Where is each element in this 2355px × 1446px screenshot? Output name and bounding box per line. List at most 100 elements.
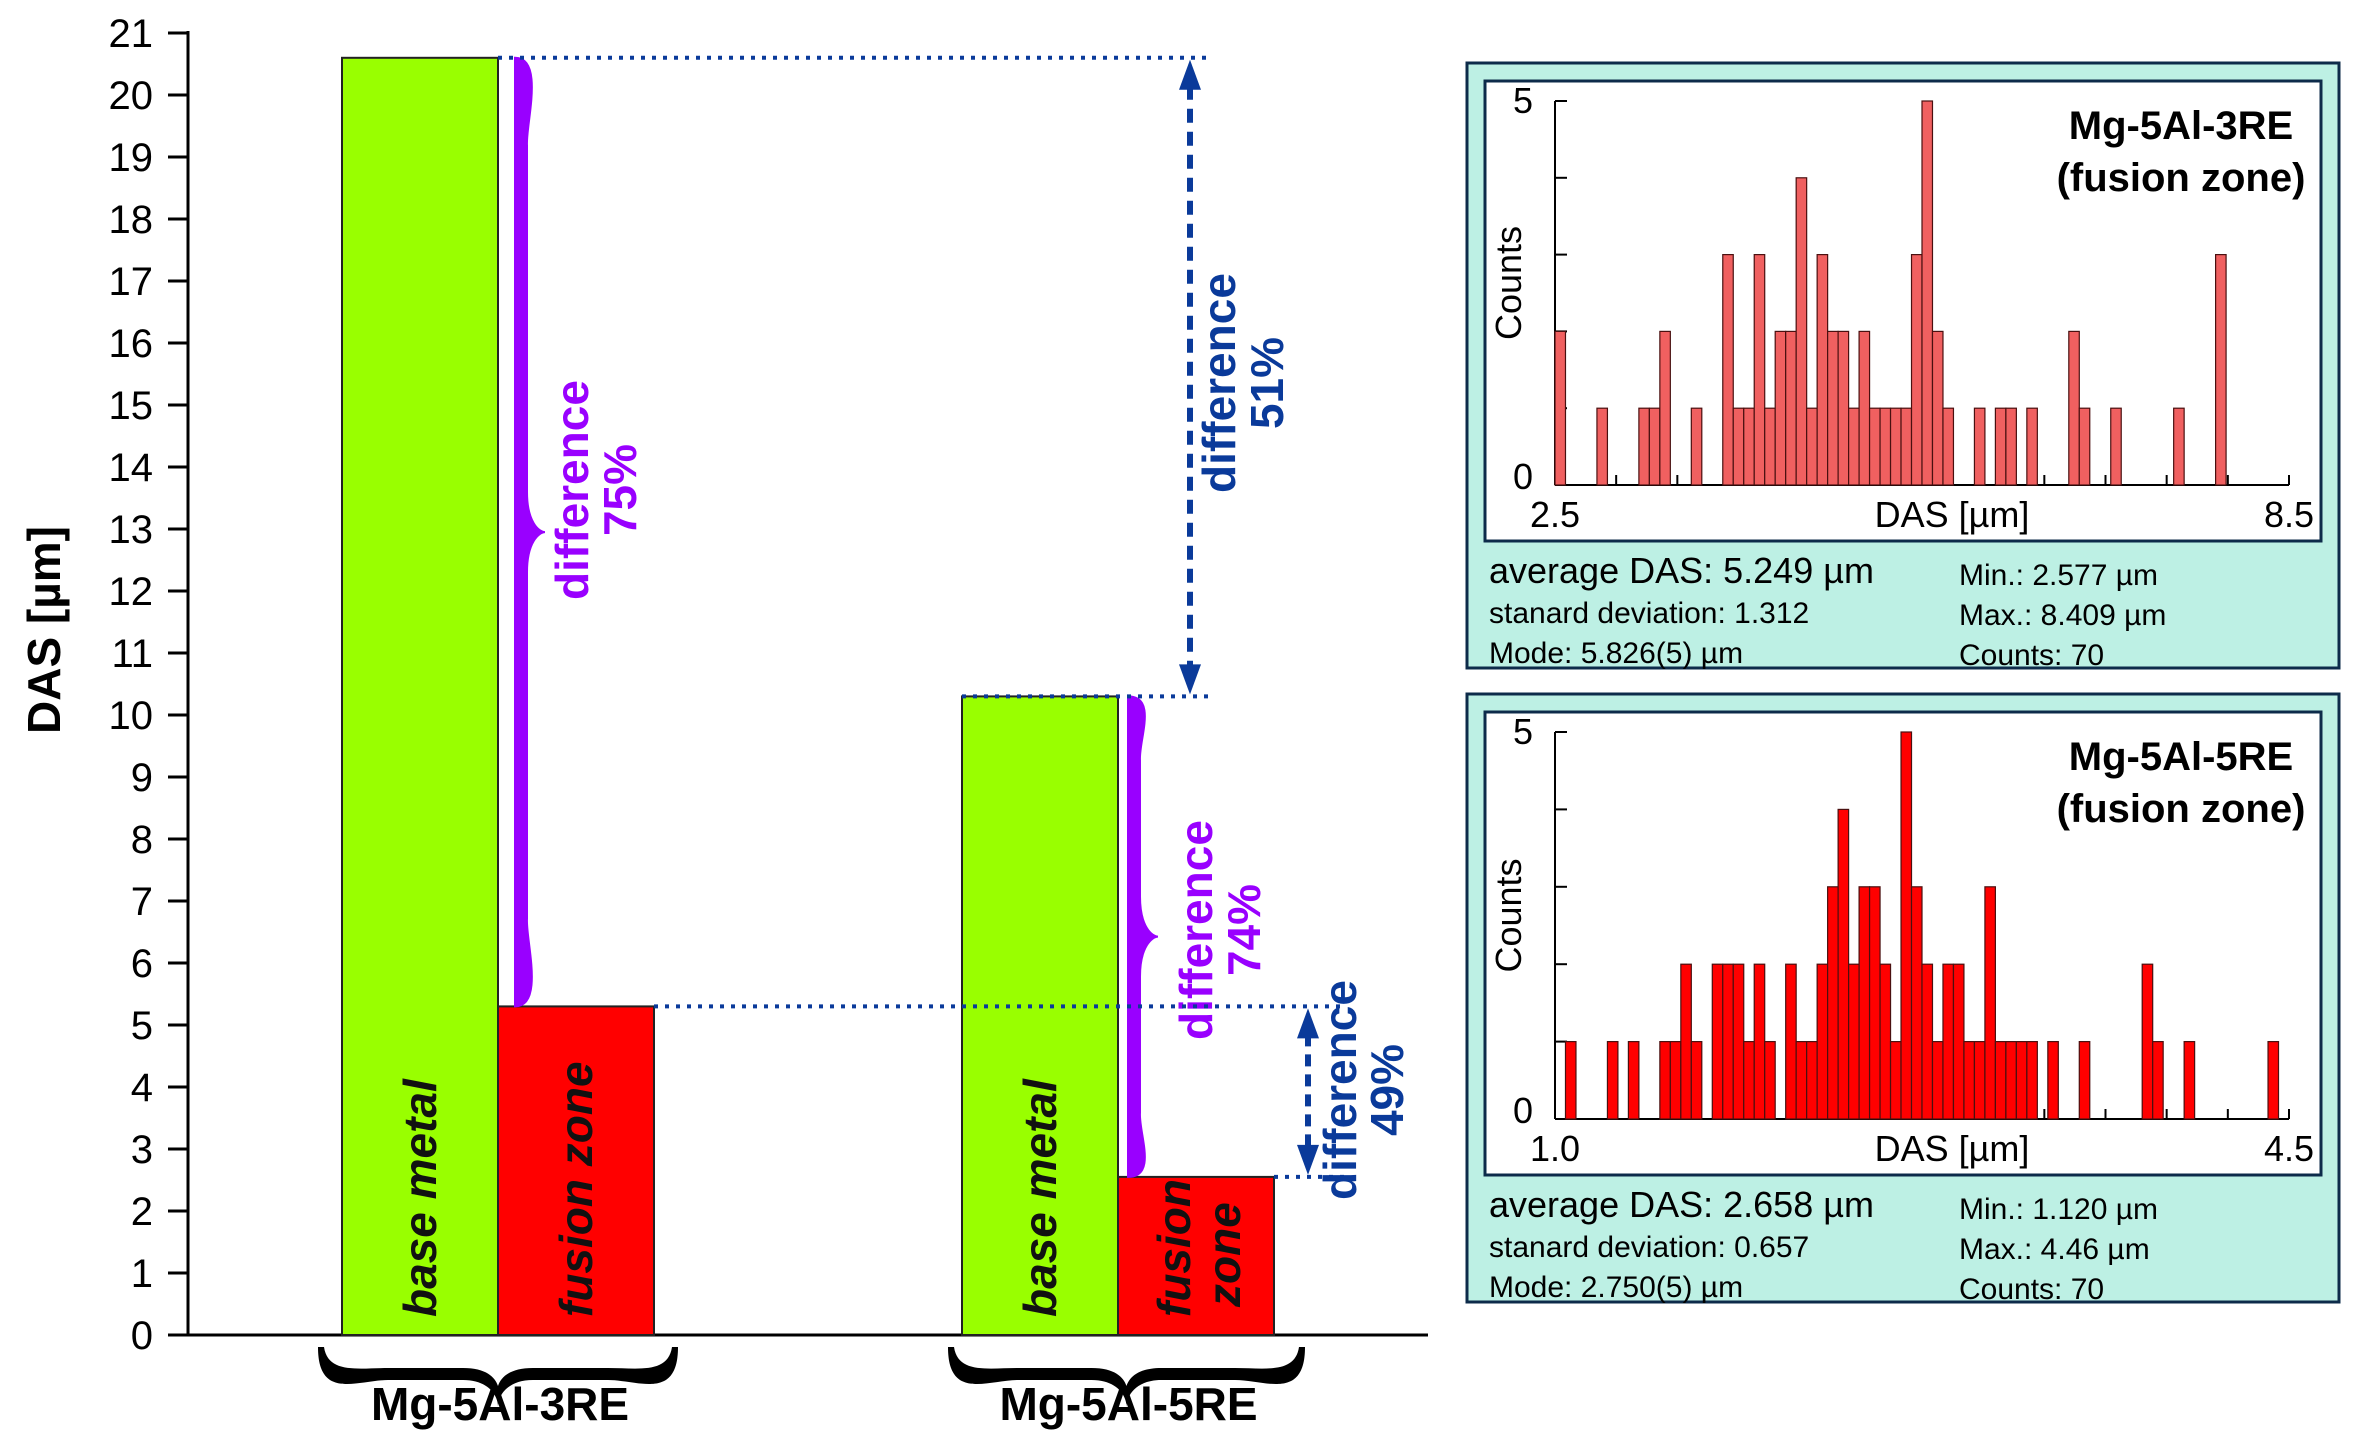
histogram-bar [1963, 1040, 1976, 1120]
histogram-bar [1984, 886, 1997, 1120]
y-tick-label: 15 [109, 384, 154, 428]
histogram-bar [1606, 1040, 1619, 1120]
y-tick-label: 17 [109, 260, 154, 304]
histogram-bar [2267, 1040, 2280, 1120]
histogram-bar [1921, 963, 1934, 1120]
histogram-bar [1774, 330, 1787, 486]
histogram-bar [1638, 407, 1650, 486]
histogram-bar [1764, 1040, 1776, 1120]
histogram-bar [2110, 407, 2122, 486]
arrow-head [1297, 1008, 1319, 1039]
hist-y-axis-label: Counts [1488, 858, 1529, 972]
hist-x-tick-label: 2.5 [1530, 494, 1580, 535]
hist-x-tick-label: 1.0 [1530, 1128, 1580, 1169]
difference-label: difference [546, 380, 598, 600]
hist-x-axis-label: DAS [µm] [1875, 494, 2030, 535]
histogram-bar [2215, 254, 2227, 486]
bar-label: zone [1198, 1202, 1250, 1308]
histogram-bar [1743, 407, 1755, 486]
histogram-bar [1973, 407, 1986, 486]
y-tick-label: 1 [131, 1252, 153, 1296]
histogram-bar [1889, 407, 1902, 486]
histogram-bar [1785, 963, 1797, 1120]
histogram-bar [1816, 254, 1829, 486]
bar-3re-base-metal [341, 56, 499, 1336]
y-tick-label: 8 [131, 818, 153, 862]
histogram-bar [1648, 407, 1661, 486]
stat-max: Max.: 4.46 µm [1959, 1233, 2150, 1266]
histogram-bar [1753, 963, 1766, 1120]
histogram-bar [1743, 1040, 1755, 1120]
histogram-bar [2026, 407, 2038, 486]
histogram-bar [1879, 407, 1892, 486]
stat-max: Max.: 8.409 µm [1959, 599, 2166, 632]
histogram-bar [2068, 330, 2080, 486]
histogram-bar [1942, 407, 1955, 486]
group-label: Mg-5Al-3RE [371, 1378, 629, 1430]
stat-std: stanard deviation: 1.312 [1489, 597, 1809, 630]
histogram-bar [2173, 407, 2185, 486]
stat-average: average DAS: 2.658 µm [1489, 1184, 1874, 1225]
histogram-bar [1554, 330, 1567, 486]
histogram-bar [1827, 886, 1839, 1120]
histogram-bar [1722, 254, 1734, 486]
y-tick-label: 14 [109, 446, 154, 490]
histogram-bar [1722, 963, 1734, 1120]
difference-label: difference [1170, 820, 1222, 1040]
group-label: Mg-5Al-5RE [999, 1378, 1257, 1430]
histogram-bar [1795, 177, 1808, 486]
histogram-bar [1564, 1040, 1577, 1120]
hist-x-tick-label: 8.5 [2264, 494, 2314, 535]
histogram-bar [1795, 1040, 1808, 1120]
difference-label: difference [1193, 273, 1245, 493]
histogram-bar [1973, 1040, 1986, 1120]
group-brace [318, 1347, 678, 1407]
histogram-bar [1732, 407, 1745, 486]
histogram-panel-5re: 5 01.0 4.5 DAS [µm] Counts Mg-5Al-5RE (fusion … [1465, 692, 2341, 1306]
y-tick-label: 13 [109, 508, 154, 552]
histogram-bar [1806, 407, 1818, 486]
difference-value: 51% [1241, 337, 1293, 429]
stat-counts: Counts: 70 [1959, 639, 2104, 672]
arrow-head [1179, 59, 1201, 90]
histogram-bar [1816, 963, 1829, 1120]
histogram-bar [1994, 407, 2007, 486]
stat-std: stanard deviation: 0.657 [1489, 1231, 1809, 1264]
histogram-bar [1879, 963, 1892, 1120]
difference-value: 74% [1218, 884, 1270, 976]
difference-brace [1127, 695, 1159, 1178]
bar-label: fusion zone [550, 1061, 602, 1317]
hist-title: Mg-5Al-3RE [2069, 104, 2293, 148]
histogram-bar [1847, 407, 1860, 486]
histogram-bar [1994, 1040, 2007, 1120]
bar-3re-fusion-zone [497, 1005, 655, 1337]
y-tick-label: 6 [131, 942, 153, 986]
y-tick-label: 16 [109, 322, 154, 366]
y-tick-label: 19 [109, 136, 154, 180]
histogram-bar [1900, 407, 1913, 486]
histogram-bar [1732, 963, 1745, 1120]
histogram-bar [2183, 1040, 2196, 1120]
bar-5re-base-metal [961, 695, 1119, 1336]
y-tick-label: 5 [131, 1004, 153, 1048]
histogram-bar [1669, 1040, 1682, 1120]
histogram-bar [1847, 963, 1860, 1120]
histogram-bar [1910, 886, 1923, 1120]
histogram-bar [1690, 407, 1703, 486]
hist-subtitle: (fusion zone) [2057, 787, 2306, 831]
y-tick-label: 3 [131, 1128, 153, 1172]
histogram-bar [1858, 330, 1871, 486]
histogram-bar [1680, 963, 1692, 1120]
y-tick-label: 9 [131, 756, 153, 800]
histogram-bar [1868, 886, 1881, 1120]
histogram-bar [1827, 330, 1839, 486]
histogram-bar [1931, 330, 1944, 486]
histogram-bar [1753, 254, 1766, 486]
hist-y-tick-label: 5 [1513, 80, 1533, 121]
histogram-bar [1931, 1040, 1944, 1120]
histogram-bar [1659, 330, 1671, 486]
histogram-panel-3re: 5 02.5 8.5 DAS [µm] Counts Mg-5Al-3RE (fusion … [1465, 61, 2341, 672]
histogram-bar [1837, 330, 1850, 486]
histogram-bar [2152, 1040, 2164, 1120]
histogram-bar [1837, 808, 1850, 1120]
